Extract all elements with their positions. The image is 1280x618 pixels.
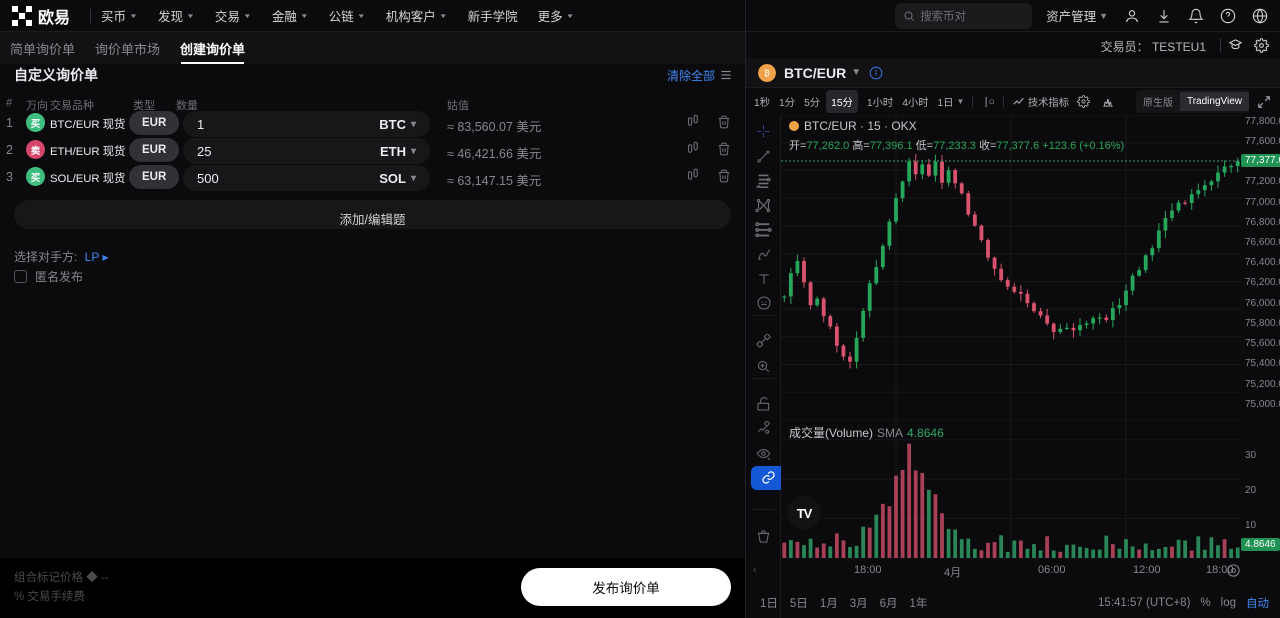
svg-text:₿: ₿ xyxy=(764,68,770,77)
